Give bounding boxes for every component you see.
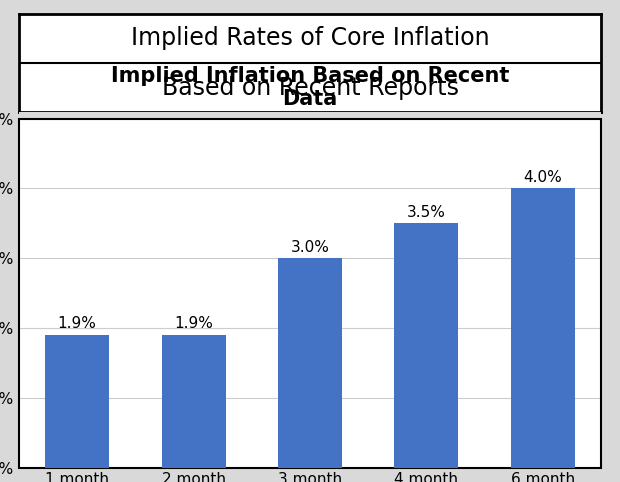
Bar: [394, 223, 458, 468]
Bar: [45, 335, 109, 468]
Text: Implied Rates of Core Inflation: Implied Rates of Core Inflation: [131, 26, 489, 50]
Text: 1.9%: 1.9%: [174, 317, 213, 332]
Text: 3.0%: 3.0%: [291, 240, 329, 254]
Bar: [511, 188, 575, 468]
Text: 1.9%: 1.9%: [58, 317, 97, 332]
Title: Implied Inflation Based on Recent
Data: Implied Inflation Based on Recent Data: [111, 66, 509, 109]
Text: 4.0%: 4.0%: [523, 170, 562, 185]
Bar: [278, 258, 342, 468]
Bar: [162, 335, 226, 468]
Text: Based on Recent Reports: Based on Recent Reports: [161, 77, 459, 100]
Text: 3.5%: 3.5%: [407, 205, 446, 220]
